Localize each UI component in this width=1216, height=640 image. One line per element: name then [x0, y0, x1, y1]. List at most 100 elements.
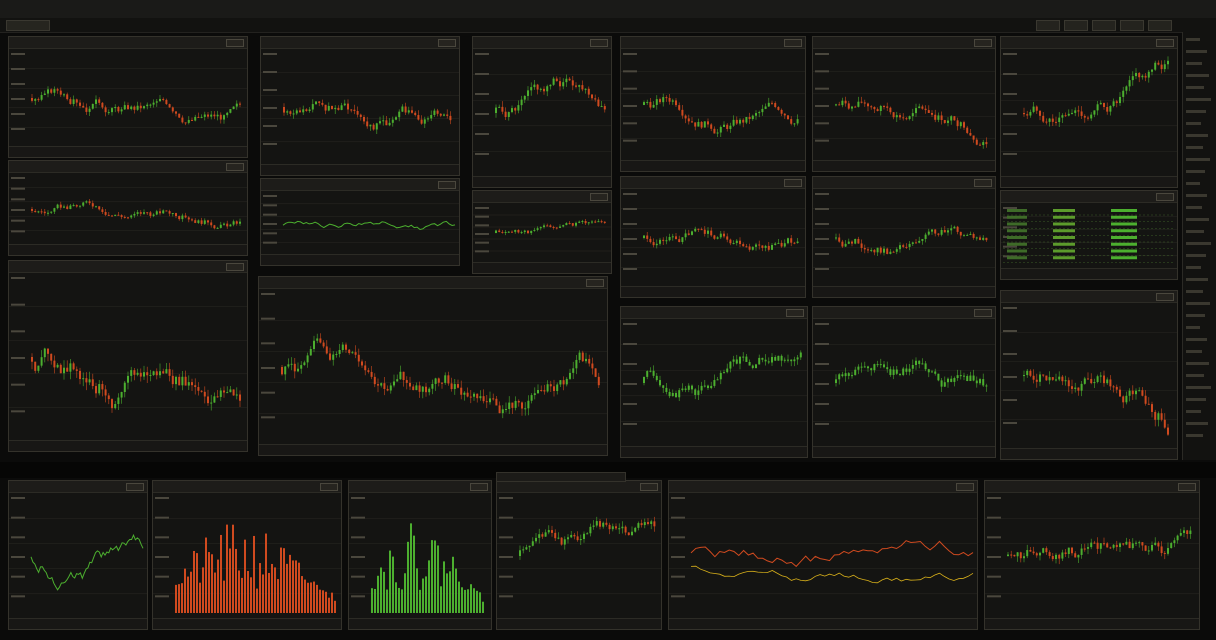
chart-panel[interactable] [620, 36, 806, 172]
table-cell [1111, 222, 1137, 226]
chart-panel[interactable] [812, 306, 996, 458]
watchlist-row[interactable] [1186, 374, 1204, 377]
panel-menu-icon[interactable] [1178, 483, 1196, 491]
panel-menu-icon[interactable] [786, 309, 804, 317]
panel-menu-icon[interactable] [974, 309, 992, 317]
watchlist-row[interactable] [1186, 74, 1209, 77]
chart-panel[interactable] [8, 36, 248, 158]
panel-menu-icon[interactable] [586, 279, 604, 287]
watchlist-row[interactable] [1186, 362, 1209, 365]
watchlist-row[interactable] [1186, 266, 1201, 269]
watchlist-row[interactable] [1186, 410, 1201, 413]
candle-body [127, 217, 129, 219]
chart-panel[interactable] [260, 178, 460, 266]
toolbar-button-icon[interactable] [1120, 20, 1144, 31]
candle-body [34, 361, 37, 371]
panel-menu-icon[interactable] [470, 483, 488, 491]
symbol-box[interactable] [6, 20, 50, 31]
candle-body [313, 340, 315, 349]
watchlist-row[interactable] [1186, 146, 1203, 149]
chart-panel[interactable] [1000, 36, 1178, 188]
candle-body [388, 122, 391, 126]
toolbar-button-icon[interactable] [1036, 20, 1060, 31]
watchlist-row[interactable] [1186, 206, 1202, 209]
panel-menu-icon[interactable] [226, 163, 244, 171]
panel-menu-icon[interactable] [320, 483, 338, 491]
panel-menu-icon[interactable] [1156, 293, 1174, 301]
watchlist-row[interactable] [1186, 122, 1201, 125]
watchlist-row[interactable] [1186, 110, 1206, 113]
panel-menu-icon[interactable] [784, 179, 802, 187]
watchlist-row[interactable] [1186, 290, 1203, 293]
panel-menu-icon[interactable] [590, 39, 608, 47]
chart-panel[interactable] [984, 480, 1200, 630]
candle-body [755, 364, 757, 368]
chart-panel[interactable] [496, 480, 662, 630]
watchlist-row[interactable] [1186, 350, 1202, 353]
chart-panel[interactable] [1000, 290, 1178, 460]
watchlist-row[interactable] [1186, 314, 1205, 317]
watchlist-row[interactable] [1186, 218, 1209, 221]
panel-menu-icon[interactable] [974, 179, 992, 187]
watchlist-row[interactable] [1186, 230, 1204, 233]
panel-menu-icon[interactable] [590, 193, 608, 201]
panel-menu-icon[interactable] [438, 181, 456, 189]
candle-body [652, 370, 655, 376]
watchlist-row[interactable] [1186, 398, 1206, 401]
watchlist-row[interactable] [1186, 86, 1204, 89]
toolbar-button-icon[interactable] [1148, 20, 1172, 31]
watchlist-row[interactable] [1186, 182, 1200, 185]
chart-panel[interactable] [8, 160, 248, 256]
toolbar-button-icon[interactable] [1064, 20, 1088, 31]
watchlist-row[interactable] [1186, 338, 1207, 341]
chart-panel[interactable] [812, 176, 996, 298]
panel-menu-icon[interactable] [438, 39, 456, 47]
watchlist-row[interactable] [1186, 170, 1205, 173]
chart-panel[interactable] [472, 36, 612, 188]
watchlist-row[interactable] [1186, 386, 1211, 389]
watchlist-row[interactable] [1186, 62, 1202, 65]
panel-menu-icon[interactable] [956, 483, 974, 491]
chart-panel[interactable] [258, 276, 608, 456]
candle-body [972, 233, 975, 238]
chart-panel[interactable] [668, 480, 978, 630]
y-tick-label [351, 497, 365, 499]
watchlist-row[interactable] [1186, 254, 1206, 257]
chart-panel[interactable] [348, 480, 492, 630]
watchlist-row[interactable] [1186, 326, 1200, 329]
watchlist-row[interactable] [1186, 38, 1200, 41]
watchlist-row[interactable] [1186, 158, 1210, 161]
chart-panel[interactable] [260, 36, 460, 176]
watchlist-row[interactable] [1186, 98, 1211, 101]
chart-panel[interactable] [620, 176, 806, 298]
chart-panel[interactable] [472, 190, 612, 274]
panel-menu-icon[interactable] [126, 483, 144, 491]
panel-menu-icon[interactable] [974, 39, 992, 47]
watchlist-row[interactable] [1186, 422, 1208, 425]
panel-x-axis [9, 146, 247, 157]
watchlist-row[interactable] [1186, 242, 1211, 245]
watchlist-row[interactable] [1186, 134, 1208, 137]
candle-body [527, 230, 529, 234]
bottom-tab[interactable] [496, 472, 626, 482]
panel-menu-icon[interactable] [1156, 39, 1174, 47]
watchlist-row[interactable] [1186, 302, 1210, 305]
panel-menu-icon[interactable] [1156, 193, 1174, 201]
watchlist-row[interactable] [1186, 50, 1207, 53]
watchlist-sidebar[interactable] [1182, 32, 1216, 460]
chart-panel[interactable] [812, 36, 996, 172]
chart-panel[interactable] [620, 306, 808, 458]
panel-menu-icon[interactable] [226, 263, 244, 271]
chart-panel[interactable] [8, 480, 148, 630]
chart-panel[interactable] [8, 260, 248, 452]
toolbar-button-icon[interactable] [1092, 20, 1116, 31]
panel-menu-icon[interactable] [226, 39, 244, 47]
watchlist-row[interactable] [1186, 278, 1208, 281]
panel-menu-icon[interactable] [640, 483, 658, 491]
panel-menu-icon[interactable] [784, 39, 802, 47]
chart-panel[interactable] [1000, 190, 1178, 280]
chart-panel[interactable] [152, 480, 342, 630]
watchlist-row[interactable] [1186, 434, 1203, 437]
volume-bar [470, 584, 472, 613]
watchlist-row[interactable] [1186, 194, 1207, 197]
